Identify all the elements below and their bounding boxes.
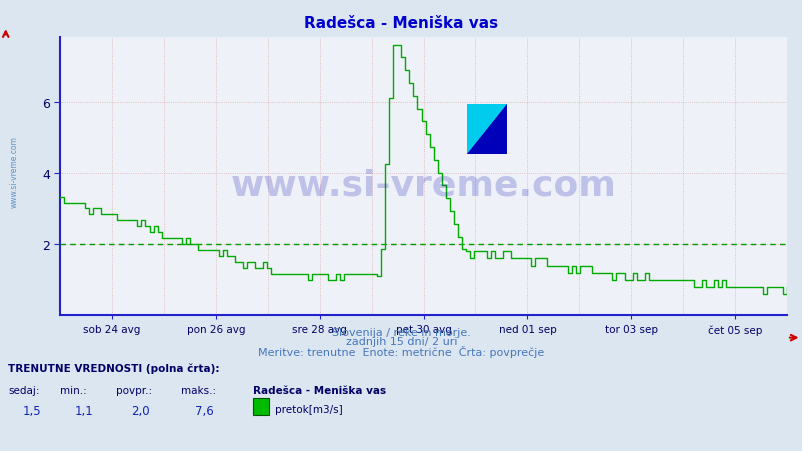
Text: Radešca - Meniška vas: Radešca - Meniška vas [304, 16, 498, 31]
Text: 2,0: 2,0 [131, 405, 149, 418]
Text: min.:: min.: [60, 385, 87, 395]
Text: Meritve: trenutne  Enote: metrične  Črta: povprečje: Meritve: trenutne Enote: metrične Črta: … [258, 345, 544, 357]
Text: 1,5: 1,5 [22, 405, 41, 418]
Text: povpr.:: povpr.: [116, 385, 152, 395]
Text: sedaj:: sedaj: [8, 385, 39, 395]
Text: pretok[m3/s]: pretok[m3/s] [274, 405, 342, 414]
Text: maks.:: maks.: [180, 385, 216, 395]
Text: www.si-vreme.com: www.si-vreme.com [230, 168, 616, 202]
Text: TRENUTNE VREDNOSTI (polna črta):: TRENUTNE VREDNOSTI (polna črta): [8, 363, 219, 373]
Text: Slovenija / reke in morje.: Slovenija / reke in morje. [332, 327, 470, 337]
Text: 1,1: 1,1 [75, 405, 93, 418]
Text: www.si-vreme.com: www.si-vreme.com [10, 135, 18, 207]
Text: 7,6: 7,6 [195, 405, 213, 418]
Text: zadnjih 15 dni/ 2 uri: zadnjih 15 dni/ 2 uri [346, 336, 456, 346]
Text: Radešca - Meniška vas: Radešca - Meniška vas [253, 385, 386, 395]
